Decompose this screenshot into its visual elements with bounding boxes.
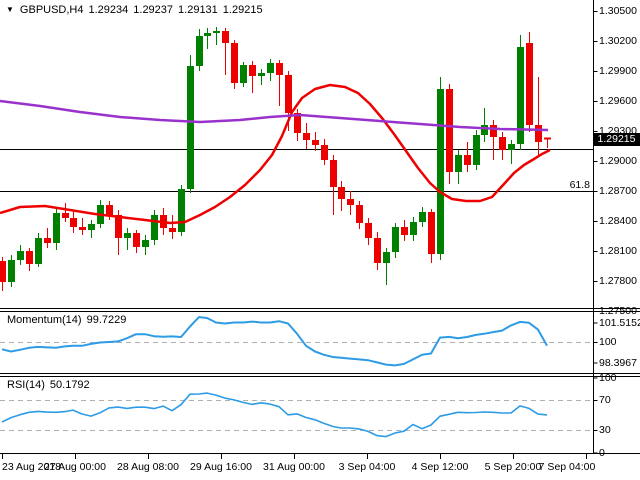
chart-title: ▼ GBPUSD,H4 1.29234 1.29237 1.29131 1.29215: [6, 4, 263, 16]
date-tick-label: 7 Sep 04:00: [538, 461, 596, 473]
open-value: 1.29234: [88, 4, 129, 16]
fib-618-label: 61.8: [569, 179, 590, 191]
price-tick-label: 1.29000: [599, 155, 637, 167]
momentum-tick-label: 101.5152: [599, 316, 640, 329]
chevron-down-icon[interactable]: ▼: [6, 5, 14, 14]
date-tick-label: 23 Aug 2018: [2, 461, 61, 473]
momentum-tick-label: 100: [599, 336, 617, 348]
date-tick-label: 31 Aug 00:00: [263, 461, 325, 473]
low-value: 1.29131: [178, 4, 218, 16]
high-value: 1.29237: [133, 4, 174, 16]
momentum-indicator-label: Momentum(14) 99.7229: [7, 314, 126, 326]
momentum-name: Momentum(14): [7, 314, 82, 326]
price-tick-label: 1.28100: [599, 245, 637, 257]
rsi-name: RSI(14): [7, 379, 45, 391]
date-tick-label: 28 Aug 08:00: [117, 461, 179, 473]
rsi-tick-label: 30: [599, 424, 611, 436]
price-tick-label: 1.29300: [599, 125, 637, 137]
rsi-tick-label: 70: [599, 394, 611, 406]
date-tick-label: 27 Aug 00:00: [44, 461, 106, 473]
price-tick-label: 1.30500: [599, 5, 637, 17]
date-tick-label: 4 Sep 12:00: [411, 461, 469, 473]
date-tick-label: 5 Sep 20:00: [484, 461, 542, 473]
price-tick-label: 1.28700: [599, 185, 637, 197]
momentum-tick-label: 98.3967: [599, 356, 637, 369]
rsi-tick-label: 0: [599, 446, 605, 459]
close-value: 1.29215: [222, 4, 263, 16]
rsi-indicator-label: RSI(14) 50.1792: [7, 379, 90, 391]
rsi-current-value: 50.1792: [49, 379, 90, 391]
rsi-tick-label: 100: [599, 371, 617, 384]
price-tick-label: 1.29600: [599, 95, 637, 107]
current-price-badge: 1.29215: [593, 133, 640, 146]
price-tick-label: 1.27800: [599, 275, 637, 287]
symbol-period-label: GBPUSD,H4: [19, 4, 84, 16]
momentum-current-value: 99.7229: [86, 314, 127, 326]
price-tick-label: 1.29900: [599, 65, 637, 77]
price-tick-label: 1.28400: [599, 215, 637, 227]
date-tick-label: 3 Sep 04:00: [338, 461, 396, 473]
date-tick-label: 29 Aug 16:00: [190, 461, 252, 473]
price-tick-label: 1.27500: [599, 305, 637, 317]
price-tick-label: 1.30200: [599, 35, 637, 47]
